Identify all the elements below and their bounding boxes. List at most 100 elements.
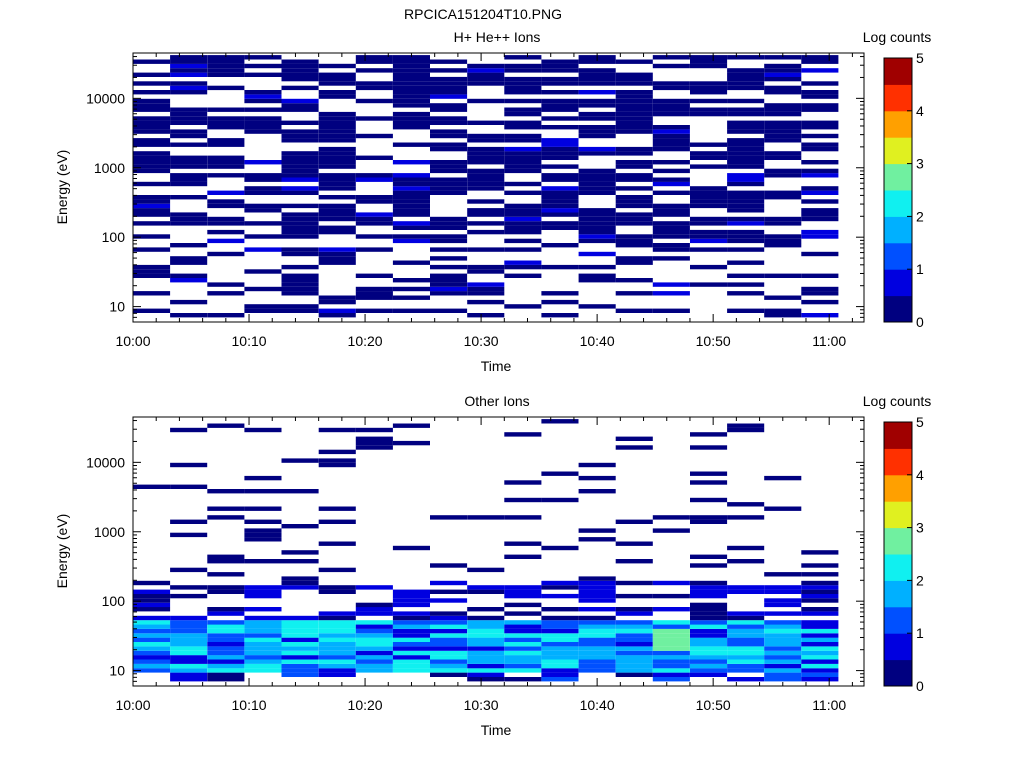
heatmap-cell xyxy=(652,650,690,656)
heatmap-cell xyxy=(652,291,690,296)
heatmap-cell xyxy=(318,633,356,638)
heatmap-cell xyxy=(392,125,430,130)
colorbar-segment xyxy=(884,160,912,165)
heatmap-cell xyxy=(615,173,653,178)
heatmap-cell xyxy=(541,624,579,629)
heatmap-cell xyxy=(615,580,653,586)
colorbar-segment xyxy=(884,612,912,616)
colorbar-frame xyxy=(883,57,913,323)
heatmap-cell xyxy=(467,269,505,274)
heatmap-cell xyxy=(727,142,765,147)
heatmap-cell xyxy=(727,515,765,520)
colorbar-segment xyxy=(884,630,912,634)
heatmap-cell xyxy=(615,672,653,677)
heatmap-cell xyxy=(801,94,839,99)
heatmap-cell xyxy=(764,133,802,139)
heatmap-cell xyxy=(615,593,653,599)
colorbar-segment xyxy=(884,583,912,587)
heatmap-cell xyxy=(392,81,430,86)
heatmap-cell xyxy=(467,286,505,292)
heatmap-cell xyxy=(541,155,579,160)
heatmap-cell xyxy=(392,602,430,608)
heatmap-cell xyxy=(467,607,505,612)
heatmap-cell xyxy=(133,203,171,209)
colorbar-segment xyxy=(884,126,912,130)
heatmap-cell xyxy=(578,655,616,660)
heatmap-cell xyxy=(578,462,616,468)
heatmap-cell xyxy=(801,655,839,660)
colorbar-segment xyxy=(884,163,912,167)
heatmap-cell xyxy=(392,177,430,182)
heatmap-cell xyxy=(392,142,430,147)
colorbar-segment xyxy=(884,464,912,468)
heatmap-cell xyxy=(170,173,208,178)
heatmap-cell xyxy=(578,129,616,134)
heatmap-cell xyxy=(727,650,765,656)
heatmap-cell xyxy=(541,672,579,677)
heatmap-cell xyxy=(541,203,579,209)
heatmap-cell xyxy=(392,94,430,99)
colorbar-segment xyxy=(884,427,912,431)
heatmap-cell xyxy=(392,76,430,82)
heatmap-cell xyxy=(133,615,171,621)
heatmap-cell xyxy=(392,225,430,230)
heatmap-cell xyxy=(615,655,653,660)
heatmap-cell xyxy=(578,146,616,152)
colorbar-segment xyxy=(884,485,912,489)
heatmap-cell xyxy=(690,282,728,287)
heatmap-cell xyxy=(467,186,505,191)
heatmap-cell xyxy=(615,195,653,200)
heatmap-cell xyxy=(615,624,653,629)
colorbar-segment xyxy=(884,153,912,157)
colorbar-segment xyxy=(884,604,912,608)
heatmap-cell xyxy=(504,212,542,217)
heatmap-cell xyxy=(801,146,839,152)
heatmap-cell xyxy=(244,559,282,564)
heatmap-cell xyxy=(541,190,579,195)
heatmap-cell xyxy=(801,286,839,292)
heatmap-cell xyxy=(467,299,505,305)
heatmap-cell xyxy=(318,76,356,82)
heatmap-cell xyxy=(801,593,839,599)
heatmap-cell xyxy=(392,59,430,64)
heatmap-cell xyxy=(467,120,505,125)
heatmap-cell xyxy=(504,480,542,485)
heatmap-cell xyxy=(801,186,839,191)
heatmap-cell xyxy=(133,138,171,143)
colorbar-segment xyxy=(884,522,912,526)
heatmap-cell xyxy=(801,672,839,677)
heatmap-cell xyxy=(207,85,245,91)
heatmap-cell xyxy=(355,427,393,433)
heatmap-cell xyxy=(392,655,430,660)
colorbar-segment xyxy=(884,121,912,125)
heatmap-cell xyxy=(281,650,319,656)
colorbar-tick-label: 4 xyxy=(916,467,924,483)
colorbar-segment xyxy=(884,192,912,196)
heatmap-cell xyxy=(652,181,690,187)
heatmap-cell xyxy=(541,471,579,476)
heatmap-cell xyxy=(801,646,839,651)
heatmap-cell xyxy=(578,598,616,603)
heatmap-cell xyxy=(318,260,356,265)
heatmap-cell xyxy=(690,515,728,520)
heatmap-cell xyxy=(541,637,579,642)
heatmap-cell xyxy=(318,133,356,139)
colorbar-segment xyxy=(884,190,912,194)
heatmap-cell xyxy=(578,668,616,673)
heatmap-cell xyxy=(318,620,356,625)
heatmap-cell xyxy=(578,177,616,182)
heatmap-cell xyxy=(541,76,579,82)
heatmap-cell xyxy=(690,607,728,612)
heatmap-cell xyxy=(541,195,579,200)
heatmap-cell xyxy=(727,238,765,244)
heatmap-cell xyxy=(727,663,765,669)
heatmap-cell xyxy=(541,103,579,108)
heatmap-cell xyxy=(430,81,468,86)
heatmap-cell xyxy=(170,164,208,169)
heatmap-cell xyxy=(207,677,245,682)
heatmap-cell xyxy=(764,668,802,673)
heatmap-cell xyxy=(318,650,356,656)
heatmap-cell xyxy=(764,572,802,577)
heatmap-cell xyxy=(281,225,319,230)
colorbar-segment xyxy=(884,622,912,626)
